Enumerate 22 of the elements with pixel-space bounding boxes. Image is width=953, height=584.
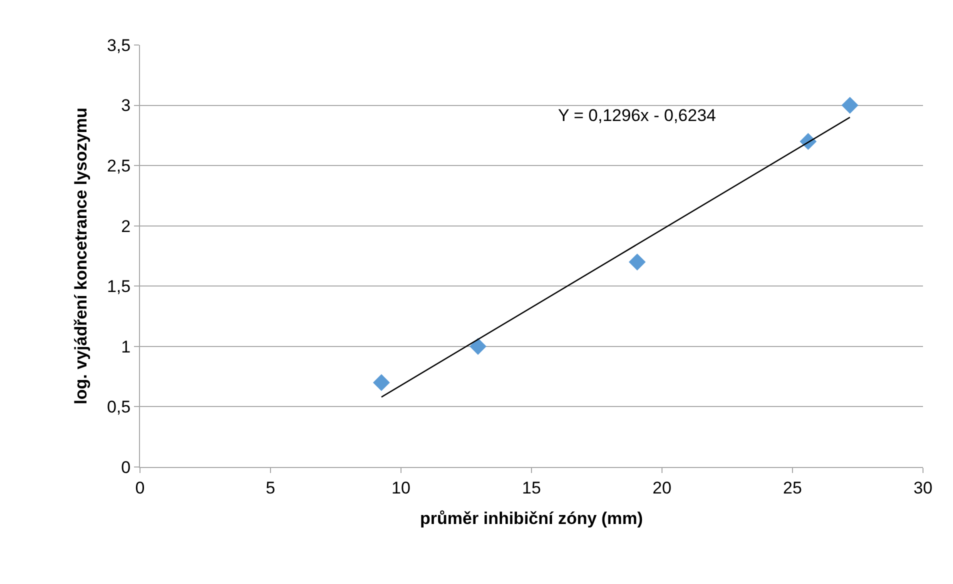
x-axis-title: průměr inhibiční zóny (mm) — [420, 508, 643, 528]
x-tick-label: 10 — [392, 478, 410, 498]
point — [470, 338, 486, 355]
x-tick-label: 25 — [783, 478, 802, 498]
y-tick-label: 3 — [121, 96, 131, 116]
point — [841, 96, 858, 114]
annotation: Y = 0,1296x - 0,6234 — [558, 106, 716, 125]
y-tick-label: 2 — [121, 216, 131, 236]
y-axis-title: log. vyjádření koncetrance lysozymu — [72, 108, 91, 404]
x-tick-label: 30 — [914, 478, 932, 498]
x-tick-label: 15 — [522, 478, 541, 498]
y-tick-label: 3,5 — [106, 36, 131, 55]
y-tick-label: 0 — [121, 458, 131, 477]
y-tick-label: 1,5 — [106, 277, 131, 296]
x-tick-label: 5 — [266, 478, 276, 498]
y-tick-label: 1 — [121, 337, 131, 356]
point — [628, 254, 646, 270]
y-tick-label: 2,5 — [106, 156, 131, 176]
y-tick-label: 0,5 — [106, 398, 131, 417]
x-tick-label: 20 — [652, 478, 672, 498]
x-tick-label: 0 — [135, 478, 145, 498]
point — [372, 374, 390, 392]
